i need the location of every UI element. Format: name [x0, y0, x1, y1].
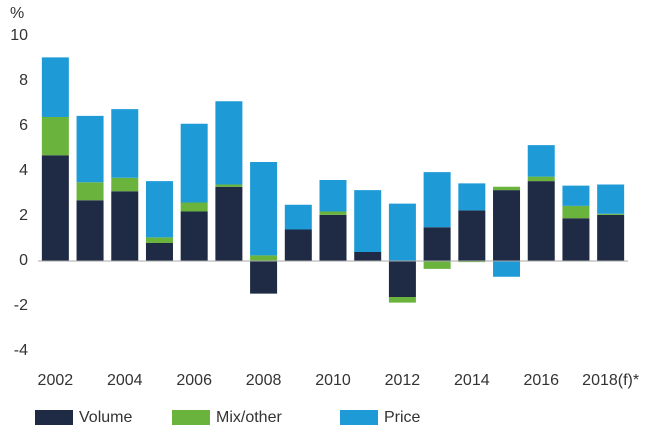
bar-segment [458, 261, 486, 263]
legend-swatch [35, 410, 73, 425]
x-tick-label: 2010 [315, 372, 351, 389]
bar-segment [76, 115, 104, 183]
y-tick-label: 4 [19, 162, 28, 179]
bar-segment [388, 203, 416, 261]
bar-segment [354, 252, 382, 261]
bar-segment [319, 211, 347, 215]
bar-segment [527, 181, 555, 261]
x-tick-label: 2016 [523, 372, 559, 389]
x-tick-label: 2012 [385, 372, 421, 389]
bar-segment [388, 297, 416, 303]
bar-segment [250, 162, 278, 256]
bar-segment [41, 117, 69, 156]
bar-segment [111, 177, 139, 192]
x-tick-label: 2006 [176, 372, 212, 389]
y-tick-label: 6 [19, 117, 28, 134]
bar-segment [493, 261, 521, 277]
bar-segment [493, 186, 521, 191]
bar-segment [562, 205, 590, 219]
bar-segment [41, 57, 69, 117]
bar-segment [76, 182, 104, 201]
bar-segment [145, 237, 173, 243]
bar-segment [250, 261, 278, 294]
bar-segment [597, 213, 625, 215]
x-tick-label: 2008 [246, 372, 282, 389]
bar-segment [250, 255, 278, 261]
bar-segment [423, 172, 451, 228]
bar-segment [388, 261, 416, 297]
bar-segment [111, 109, 139, 178]
bar-segment [354, 190, 382, 252]
bar-segment [145, 181, 173, 238]
bar-segment [215, 186, 243, 261]
bar-segment [597, 184, 625, 214]
x-tick-label: 2014 [454, 372, 490, 389]
bar-segment [597, 214, 625, 261]
y-tick-label: -2 [14, 297, 28, 314]
y-tick-label: 10 [10, 27, 28, 44]
x-tick-label: 2004 [107, 372, 143, 389]
bar-segment [111, 191, 139, 261]
bar-segment [41, 155, 69, 261]
bar-segment [145, 243, 173, 261]
bar-segment [284, 204, 312, 230]
y-tick-label: 0 [19, 252, 28, 269]
bar-segment [527, 176, 555, 182]
legend-label: Mix/other [216, 409, 282, 426]
legend-label: Price [384, 409, 421, 426]
y-tick-label: -4 [14, 342, 28, 359]
legend-swatch [340, 410, 378, 425]
bar-segment [562, 218, 590, 261]
y-tick-label: 2 [19, 207, 28, 224]
legend-swatch [172, 410, 210, 425]
bar-segment [423, 227, 451, 261]
bar-segment [76, 200, 104, 261]
bar-segment [458, 210, 486, 261]
bar-segment [493, 190, 521, 261]
bar-segment [180, 202, 208, 212]
legend-label: Volume [79, 409, 132, 426]
x-tick-label: 2018(f)* [582, 372, 639, 389]
bar-segment [319, 214, 347, 261]
chart-title: % [10, 5, 24, 22]
bar-segment [319, 180, 347, 212]
y-tick-label: 8 [19, 72, 28, 89]
bar-segment [562, 185, 590, 206]
bar-segment [180, 123, 208, 203]
bar-segment [423, 261, 451, 269]
bar-segment [180, 211, 208, 261]
bar-segment [215, 101, 243, 185]
bar-segment [527, 145, 555, 177]
bar-segment [284, 229, 312, 261]
x-tick-label: 2002 [38, 372, 74, 389]
bar-segment [458, 183, 486, 211]
bar-segment [215, 184, 243, 187]
